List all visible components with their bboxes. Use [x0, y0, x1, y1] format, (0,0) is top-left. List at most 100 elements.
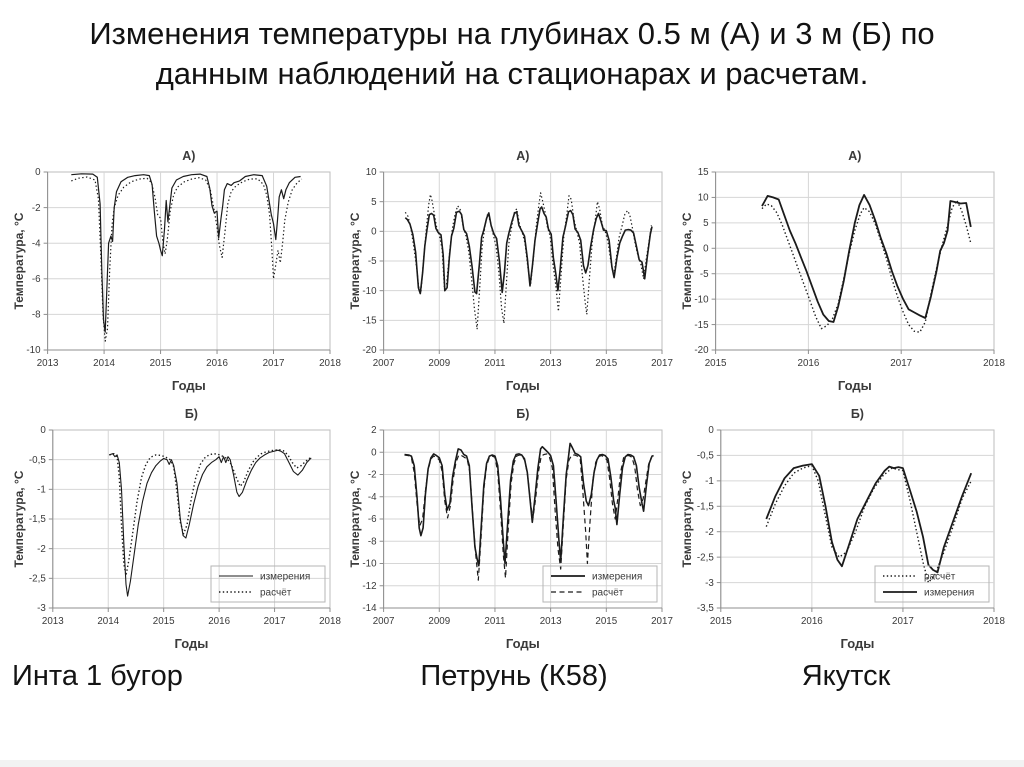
- y-axis-label: Температура, °C: [348, 470, 362, 567]
- series-calculated: [765, 464, 972, 584]
- y-tick-label: 0: [40, 425, 46, 436]
- y-tick-label: -3: [705, 578, 714, 589]
- y-tick-label: -10: [362, 559, 377, 570]
- y-tick-label: 0: [371, 447, 377, 458]
- x-tick-label: 2014: [97, 616, 119, 627]
- chart-inta-3m: 0 -0,5 -1 -1,5 -2 -2,5 -3 2013 2014 2015 2016 2017 2…: [12, 398, 348, 656]
- plot-area: [715, 171, 995, 351]
- x-tick-label: 2013: [540, 358, 562, 369]
- x-tick-label: 2017: [651, 616, 673, 627]
- series-measured: [765, 463, 973, 574]
- y-axis-label: Температура, °C: [680, 470, 694, 567]
- x-tick-label: 2015: [153, 616, 175, 627]
- series-measured: [404, 206, 653, 295]
- y-tick-label: -2: [32, 203, 41, 214]
- y-tick-label: -1,5: [697, 501, 714, 512]
- legend-label: измерения: [592, 572, 642, 583]
- y-tick-label: -20: [362, 345, 377, 356]
- panel-label: А): [848, 149, 861, 163]
- x-tick-label: 2013: [37, 358, 59, 369]
- slide-title: Изменения температуры на глубинах 0.5 м …: [42, 14, 982, 95]
- y-tick-label: -0,5: [29, 455, 46, 466]
- y-tick-label: 15: [698, 167, 709, 178]
- legend-label: измерения: [924, 588, 974, 599]
- slide-bottom-strip: [0, 760, 1024, 767]
- chart-yakutsk-3m: 0 -0,5 -1 -1,5 -2 -2,5 -3 -3,5 2015 2016 2017 2018 Б…: [680, 398, 1012, 656]
- y-tick-label: -20: [694, 345, 709, 356]
- x-tick-label: 2007: [373, 616, 395, 627]
- y-axis-label: Температура, °C: [12, 470, 26, 567]
- x-tick-label: 2016: [206, 358, 228, 369]
- slide-title-line2: данным наблюдений на стационарах и расче…: [155, 56, 869, 92]
- x-tick-label: 2015: [710, 616, 732, 627]
- slide-title-line1: Изменения температуры на глубинах 0.5 м …: [89, 16, 935, 51]
- chart-inta-3m-svg: 0 -0,5 -1 -1,5 -2 -2,5 -3 2013 2014 2015 2016 2017 2…: [12, 407, 341, 651]
- chart-petrun-3m-svg: 2 0 -2 -4 -6 -8 -10 -12 -14 2007 2009 2011 2013 2015 2…: [348, 407, 673, 651]
- legend-label: измерения: [260, 572, 310, 583]
- panel-label: Б): [185, 407, 198, 421]
- y-tick-label: -10: [362, 286, 377, 297]
- station-label-petrun: Петрунь (К58): [420, 660, 608, 692]
- y-tick-label: -10: [26, 345, 41, 356]
- x-tick-label: 2013: [42, 616, 64, 627]
- y-tick-label: -8: [32, 310, 41, 321]
- y-tick-label: 2: [371, 425, 376, 436]
- x-axis-label: Годы: [172, 378, 206, 393]
- x-tick-label: 2007: [373, 358, 395, 369]
- x-tick-label: 2017: [651, 358, 673, 369]
- panel-label: А): [182, 149, 195, 163]
- y-tick-label: -15: [694, 320, 709, 331]
- legend-box: [210, 565, 326, 603]
- y-tick-label: -2: [368, 470, 377, 481]
- legend-label: расчёт: [260, 588, 292, 599]
- x-tick-label: 2018: [319, 358, 341, 369]
- y-tick-label: -1,5: [29, 514, 46, 525]
- y-tick-label: -4: [32, 238, 41, 249]
- station-label-inta: Инта 1 бугор: [12, 660, 183, 692]
- x-tick-label: 2015: [595, 358, 617, 369]
- series-calculated: [71, 176, 303, 342]
- y-tick-label: 5: [371, 197, 377, 208]
- x-tick-label: 2011: [484, 358, 505, 369]
- y-tick-label: 0: [35, 167, 41, 178]
- series-calculated: [109, 448, 311, 577]
- x-tick-label: 2017: [264, 616, 286, 627]
- y-tick-label: -2,5: [29, 574, 46, 585]
- y-tick-label: -1: [37, 485, 46, 496]
- y-tick-label: -14: [362, 603, 377, 614]
- y-tick-label: 5: [703, 218, 709, 229]
- x-tick-label: 2011: [484, 616, 505, 627]
- x-tick-label: 2015: [705, 358, 727, 369]
- x-tick-label: 2016: [798, 358, 820, 369]
- y-tick-label: -15: [362, 316, 377, 327]
- y-tick-label: -10: [694, 294, 709, 305]
- y-tick-label: -3: [37, 603, 46, 614]
- station-labels-row: Инта 1 бугор Петрунь (К58) Якутск: [12, 660, 1012, 693]
- y-tick-label: 0: [703, 243, 709, 254]
- y-tick-label: -5: [700, 269, 709, 280]
- y-tick-label: -1: [705, 476, 714, 487]
- y-tick-label: -8: [368, 536, 377, 547]
- x-axis-label: Годы: [840, 636, 874, 651]
- station-label-yakutsk: Якутск: [801, 660, 891, 692]
- y-tick-label: -4: [368, 492, 377, 503]
- chart-inta-05m-svg: 0 -2 -4 -6 -8 -10 2013 2014 2015 2016 2017 2018 А) Те…: [12, 149, 341, 393]
- panel-label: Б): [851, 407, 864, 421]
- series-measured: [761, 194, 972, 323]
- x-tick-label: 2018: [319, 616, 341, 627]
- x-tick-label: 2017: [890, 358, 912, 369]
- series-calculated: [761, 199, 972, 333]
- chart-yakutsk-3m-svg: 0 -0,5 -1 -1,5 -2 -2,5 -3 -3,5 2015 2016 2017 2018 Б…: [680, 407, 1005, 651]
- chart-petrun-3m: 2 0 -2 -4 -6 -8 -10 -12 -14 2007 2009 2011 2013 2015 2…: [348, 398, 680, 656]
- y-tick-label: -2: [37, 544, 46, 555]
- y-tick-label: -6: [368, 514, 377, 525]
- y-tick-label: 10: [366, 167, 377, 178]
- x-axis-label: Годы: [506, 378, 540, 393]
- chart-yakutsk-05m: 15 10 5 0 -5 -10 -15 -20 2015 2016 2017 2018 А) Темпе…: [680, 140, 1012, 398]
- y-tick-label: -2: [705, 527, 714, 538]
- y-tick-label: -2,5: [697, 552, 714, 563]
- y-tick-label: 10: [698, 193, 709, 204]
- panel-label: А): [516, 149, 529, 163]
- chart-petrun-05m-svg: 10 5 0 -5 -10 -15 -20 2007 2009 2011 2013 2015 2017 А…: [348, 149, 673, 393]
